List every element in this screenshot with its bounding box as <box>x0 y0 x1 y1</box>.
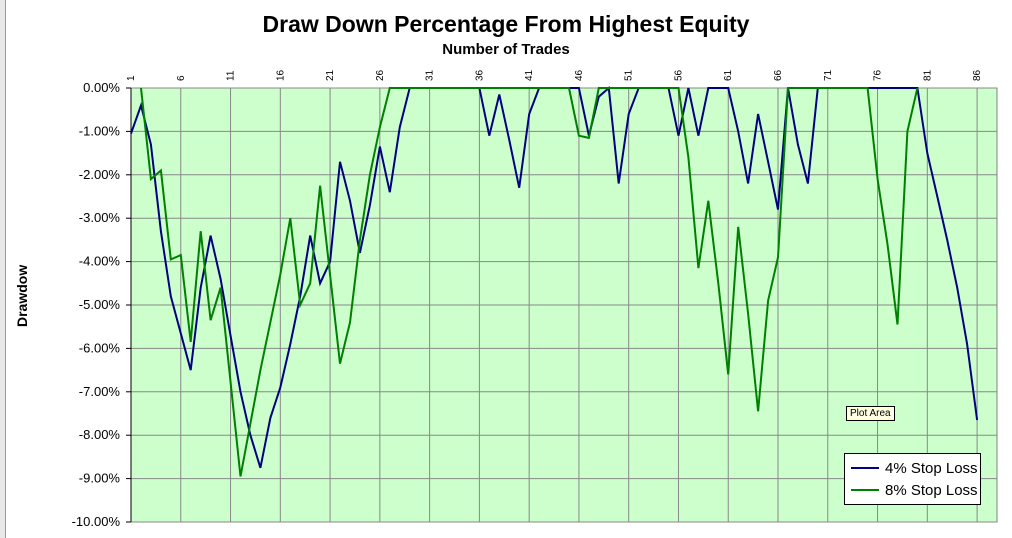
y-tick-label: -5.00% <box>79 297 121 312</box>
legend-item-8pct[interactable]: 8% Stop Loss <box>851 480 978 500</box>
plot-area-tooltip: Plot Area <box>846 406 895 421</box>
x-tick-labels: 1 6 11 16 21 26 31 36 41 46 51 56 61 66 71 76 81 86 <box>126 69 983 81</box>
x-tick-label: 16 <box>275 69 286 81</box>
legend-swatch-8pct <box>851 489 879 491</box>
sheet-gridline-strip <box>0 0 6 538</box>
x-tick-label: 41 <box>524 69 535 81</box>
x-tick-label: 26 <box>375 69 386 81</box>
x-tick-label: 1 <box>126 75 137 81</box>
y-tick-labels: 0.00% -1.00% -2.00% -3.00% -4.00% -5.00% -6.00… <box>72 80 131 529</box>
legend-label-8pct: 8% Stop Loss <box>885 481 978 499</box>
y-tick-label: -1.00% <box>79 123 121 138</box>
x-tick-label: 21 <box>325 69 336 81</box>
x-tick-label: 61 <box>723 69 734 81</box>
y-tick-label: -2.00% <box>79 167 121 182</box>
x-tick-label: 6 <box>176 75 187 81</box>
x-tick-label: 31 <box>425 69 436 81</box>
x-tick-label: 81 <box>922 69 933 81</box>
series-line-8pct-stop-loss[interactable] <box>140 87 919 477</box>
x-tick-label: 86 <box>972 69 983 81</box>
y-tick-label: -6.00% <box>79 340 121 355</box>
x-tick-label: 76 <box>873 69 884 81</box>
x-tick-label: 46 <box>574 69 585 81</box>
y-tick-label: 0.00% <box>83 80 120 95</box>
legend-swatch-4pct <box>851 467 879 469</box>
legend[interactable]: 4% Stop Loss 8% Stop Loss <box>844 453 981 505</box>
x-tick-label: 51 <box>624 69 635 81</box>
y-tick-label: -4.00% <box>79 254 121 269</box>
gridlines <box>130 87 997 523</box>
x-tick-label: 56 <box>673 69 684 81</box>
y-tick-label: -10.00% <box>72 514 121 529</box>
y-tick-label: -3.00% <box>79 210 121 225</box>
x-tick-label: 11 <box>226 70 237 81</box>
y-tick-label: -9.00% <box>79 471 121 486</box>
legend-label-4pct: 4% Stop Loss <box>885 459 978 477</box>
legend-item-4pct[interactable]: 4% Stop Loss <box>851 458 978 478</box>
y-tick-label: -8.00% <box>79 427 121 442</box>
y-tick-label: -7.00% <box>79 384 121 399</box>
x-tick-label: 66 <box>773 69 784 81</box>
series-line-4pct-stop-loss[interactable] <box>130 85 979 469</box>
chart-title: Draw Down Percentage From Highest Equity <box>262 11 750 37</box>
x-tick-label: 71 <box>823 69 834 81</box>
chart-subtitle: Number of Trades <box>442 41 570 58</box>
series-layer <box>130 85 979 477</box>
x-tick-label: 36 <box>474 69 485 81</box>
